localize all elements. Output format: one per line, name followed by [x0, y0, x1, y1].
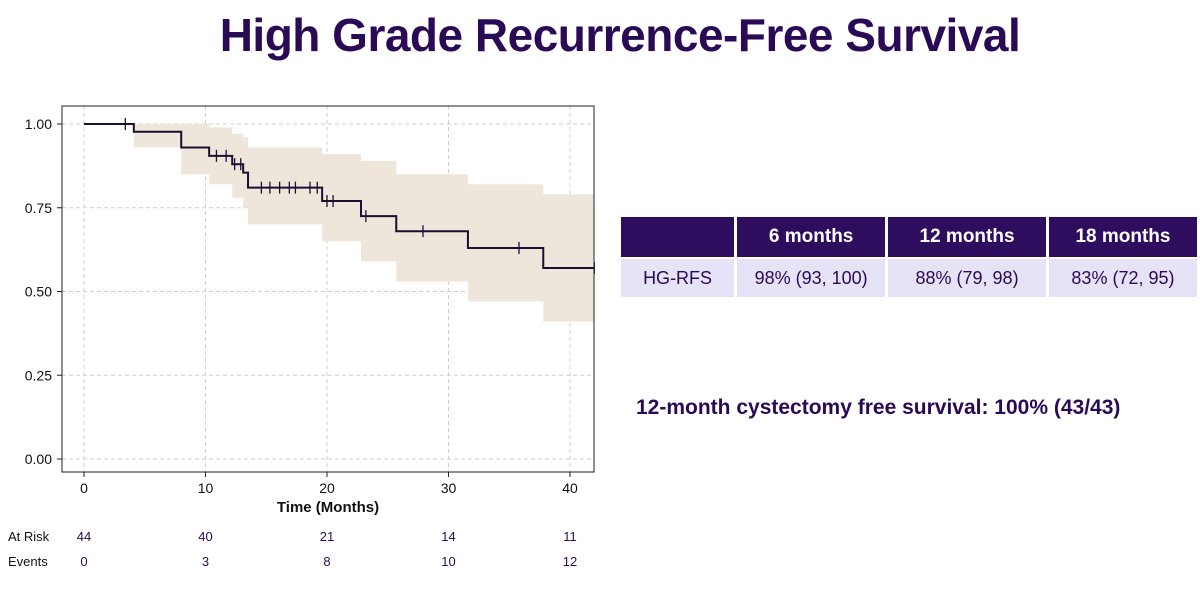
y-tick-label: 1.00	[25, 116, 52, 132]
confidence-band	[84, 124, 595, 322]
x-tick-label: 10	[198, 480, 214, 496]
x-tick-label: 40	[562, 480, 578, 496]
events-value: 10	[441, 554, 455, 569]
rfs-header-18-months: 18 months	[1048, 217, 1197, 257]
slide-title: High Grade Recurrence-Free Survival	[219, 9, 1021, 61]
events-value: 0	[80, 554, 87, 569]
rfs-header-blank	[621, 217, 735, 257]
events-label: Events	[8, 554, 48, 569]
events-value: 3	[202, 554, 209, 569]
at-risk-value: 21	[320, 529, 334, 544]
x-tick-label: 0	[80, 480, 88, 496]
at-risk-value: 11	[563, 529, 577, 544]
survival-curve	[84, 123, 595, 270]
rfs-value-6-months: 98% (93, 100)	[737, 259, 886, 297]
rfs-header-12-months: 12 months	[888, 217, 1046, 257]
y-tick-label: 0.25	[25, 367, 52, 383]
y-tick-label: 0.00	[25, 451, 52, 467]
at-risk-label: At Risk	[8, 529, 50, 544]
rfs-table-header-row: 6 months 12 months 18 months	[621, 217, 1197, 257]
events-value: 12	[563, 554, 577, 569]
at-risk-value: 40	[198, 529, 212, 544]
rfs-table-row: HG-RFS 98% (93, 100) 88% (79, 98) 83% (7…	[621, 259, 1197, 297]
at-risk-value: 44	[77, 529, 91, 544]
x-tick-label: 20	[319, 480, 335, 496]
rfs-value-18-months: 83% (72, 95)	[1048, 259, 1197, 297]
y-tick-label: 0.50	[25, 284, 52, 300]
plot-frame	[61, 105, 595, 473]
rfs-table: 6 months 12 months 18 months HG-RFS 98% …	[618, 215, 1200, 299]
rfs-value-12-months: 88% (79, 98)	[888, 259, 1046, 297]
rfs-row-label: HG-RFS	[621, 259, 735, 297]
rfs-header-6-months: 6 months	[737, 217, 886, 257]
x-tick-label: 30	[441, 480, 457, 496]
events-value: 8	[323, 554, 330, 569]
at-risk-value: 14	[441, 529, 455, 544]
cystectomy-free-survival-note: 12-month cystectomy free survival: 100% …	[636, 396, 1121, 419]
y-tick-label: 0.75	[25, 200, 52, 216]
x-axis-label: Time (Months)	[277, 499, 379, 516]
